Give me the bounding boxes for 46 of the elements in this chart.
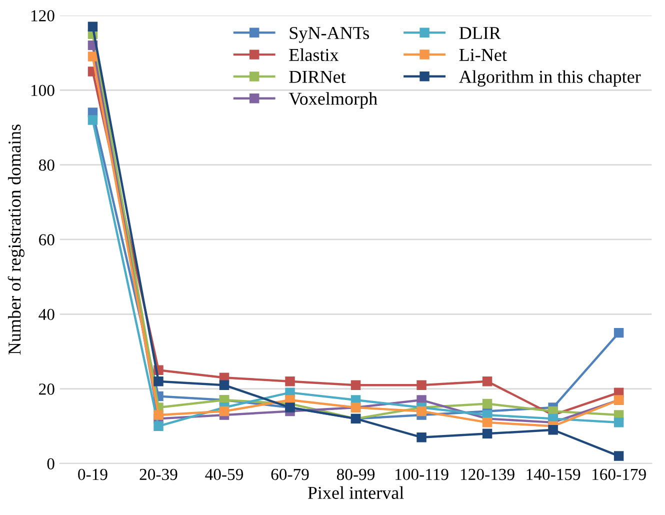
point — [482, 428, 492, 438]
y-tick-label: 20 — [39, 384, 54, 395]
y-axis-title: Number of registration domains — [8, 124, 24, 355]
legend-label: SyN-ANTs — [290, 26, 369, 43]
point — [482, 398, 492, 409]
legend-label: Elastix — [289, 48, 339, 62]
legend-label: DLIR — [459, 27, 501, 39]
point — [350, 380, 361, 390]
x-tick-label: 140-159 — [526, 468, 580, 480]
x-tick-label: 120-139 — [460, 468, 514, 480]
point — [219, 380, 230, 390]
point — [416, 406, 426, 416]
legend-label: DIRNet — [289, 70, 346, 83]
point — [154, 376, 164, 386]
point — [88, 52, 98, 62]
x-tick-label: 0-19 — [78, 468, 108, 480]
y-tick-label: 0 — [47, 458, 54, 470]
x-tick-label: 100-119 — [396, 468, 448, 480]
y-tick-label: 60 — [39, 234, 54, 246]
point — [614, 328, 624, 338]
point — [285, 376, 295, 386]
point — [482, 418, 492, 428]
point — [614, 418, 624, 428]
x-tick-label: 60-79 — [271, 468, 309, 480]
y-tick-label: 40 — [38, 308, 54, 320]
legend-label: Voxelmorph — [288, 92, 378, 109]
point — [482, 376, 492, 386]
point — [416, 380, 426, 390]
point — [154, 421, 164, 432]
legend-label: Algorithm in this chapter — [459, 70, 641, 87]
point — [154, 410, 164, 420]
y-tick-label: 120 — [31, 10, 54, 22]
y-tick-label: 80 — [38, 160, 54, 171]
x-axis-title: Pixel interval — [308, 486, 404, 499]
x-tick-label: 20-39 — [140, 468, 178, 480]
point — [219, 406, 230, 416]
point — [614, 451, 624, 461]
point — [88, 22, 98, 32]
point — [548, 425, 558, 435]
point — [88, 115, 98, 125]
x-tick-label: 160-179 — [592, 468, 646, 480]
y-tick-label: 100 — [31, 84, 54, 96]
x-tick-label: 80-99 — [336, 468, 375, 480]
point — [416, 432, 426, 442]
x-tick-label: 40-59 — [205, 468, 244, 480]
legend-label: Li-Net — [459, 48, 507, 61]
